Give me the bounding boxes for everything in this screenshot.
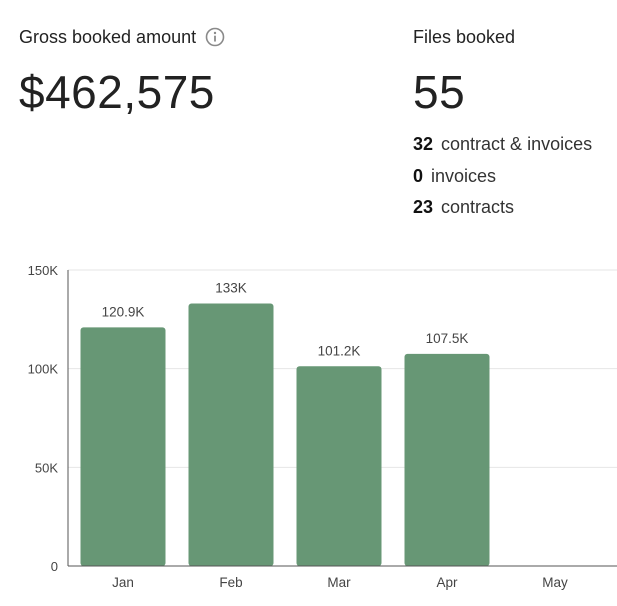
data-label: 133K	[215, 281, 247, 296]
gross-booked-section: Gross booked amount $462,575	[19, 24, 225, 119]
data-label: 107.5K	[426, 331, 469, 346]
bar-feb	[188, 303, 274, 566]
files-booked-label: Files booked	[413, 27, 516, 47]
breakdown-contract-invoices: 32 contract & invoices	[413, 129, 592, 161]
breakdown-invoices: 0 invoices	[413, 161, 592, 193]
x-tick-label: Apr	[436, 575, 458, 590]
y-tick-label: 150K	[28, 263, 59, 278]
bar-mar	[296, 366, 382, 566]
x-tick-label: Mar	[327, 575, 351, 590]
x-tick-label: May	[542, 575, 568, 590]
data-label: 120.9K	[102, 304, 145, 319]
gross-booked-label: Gross booked amount	[19, 27, 197, 47]
files-booked-value: 55	[413, 66, 466, 118]
breakdown-label: invoices	[431, 165, 497, 186]
info-icon[interactable]	[205, 27, 225, 47]
breakdown-count: 0	[413, 165, 424, 186]
x-tick-label: Feb	[219, 575, 242, 590]
y-tick-label: 100K	[28, 362, 59, 377]
y-tick-label: 50K	[35, 460, 58, 475]
breakdown-count: 32	[413, 134, 434, 154]
breakdown-count: 23	[413, 197, 434, 217]
bar-jan	[80, 327, 166, 566]
y-tick-label: 0	[51, 559, 58, 574]
files-breakdown-list: 32 contract & invoices 0 invoices 23 contra…	[413, 129, 592, 224]
data-label: 101.2K	[318, 343, 361, 358]
gross-booked-value: $462,575	[19, 66, 215, 118]
breakdown-label: contracts	[441, 197, 515, 217]
breakdown-label: contract & invoices	[441, 134, 593, 154]
bar-apr	[404, 353, 490, 566]
x-tick-label: Jan	[112, 575, 134, 590]
breakdown-contracts: 23 contracts	[413, 192, 592, 224]
